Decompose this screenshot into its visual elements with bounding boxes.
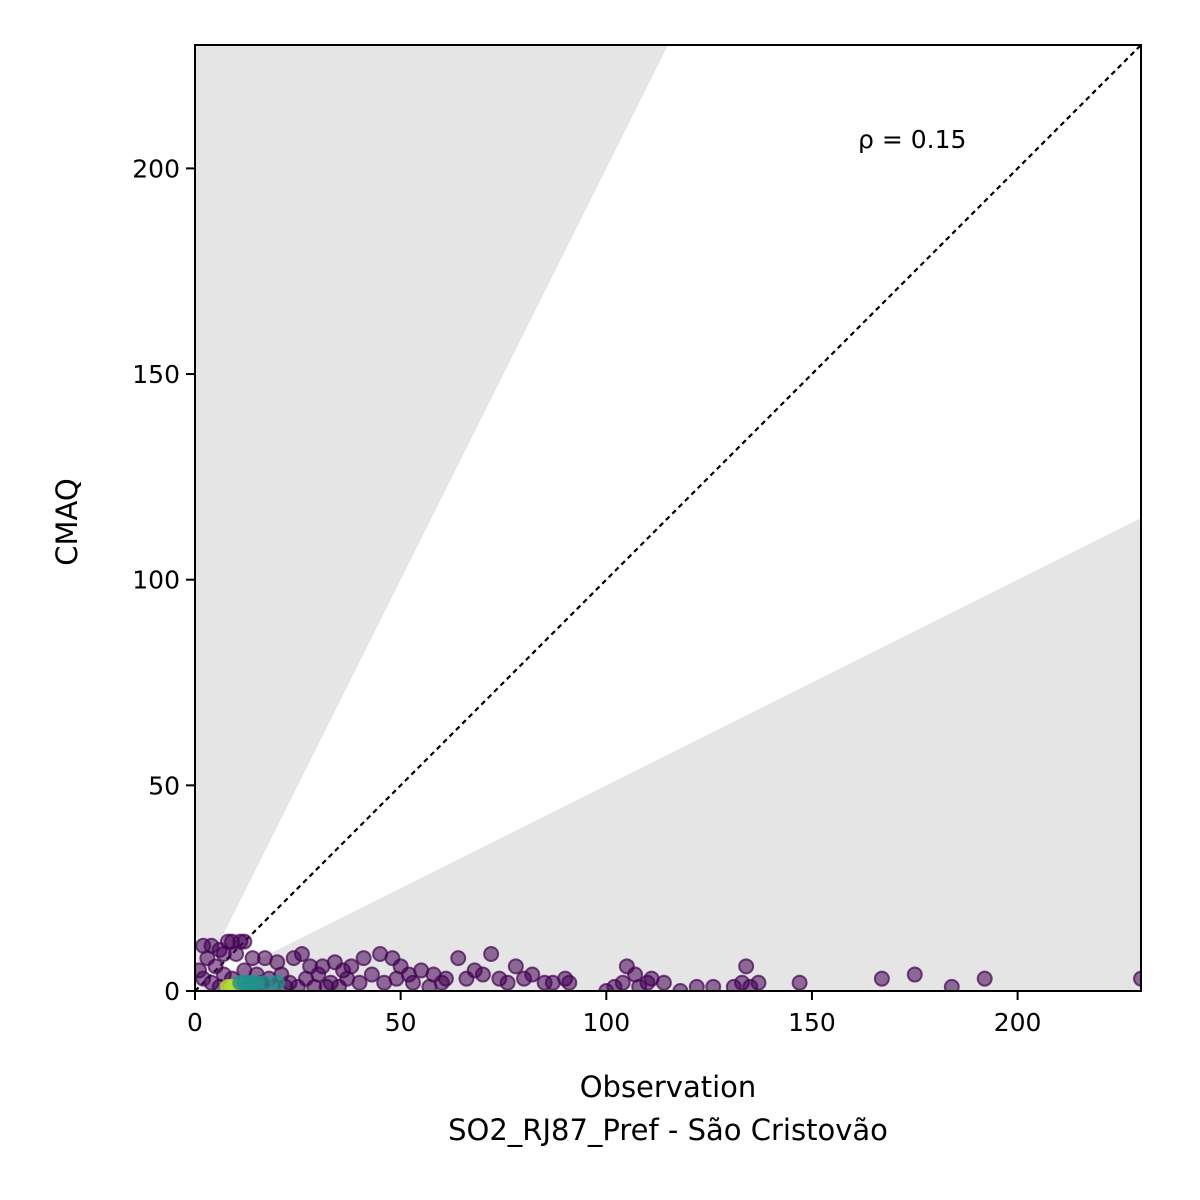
dense-data-point-9 <box>269 974 286 991</box>
y-axis-ticks: 0 50 100 150 200 <box>132 154 195 1006</box>
data-point-78 <box>363 966 380 983</box>
y-axis-label: CMAQ <box>50 478 84 565</box>
data-point-61 <box>943 978 960 991</box>
data-point-8 <box>228 945 245 962</box>
data-point-27 <box>450 950 467 967</box>
x-tick-label-1: 50 <box>385 1008 417 1037</box>
data-point-19 <box>355 950 372 967</box>
data-point-95 <box>330 978 347 991</box>
plot-frame <box>194 44 1142 992</box>
data-point-60 <box>906 966 923 983</box>
data-point-40 <box>561 974 578 991</box>
x-tick-label-4: 200 <box>994 1008 1042 1037</box>
x-axis-label: Observation <box>580 1070 757 1104</box>
y-tick-label-0: 0 <box>164 977 180 1006</box>
data-point-30 <box>474 966 491 983</box>
x-tick-label-2: 100 <box>582 1008 630 1037</box>
data-point-77 <box>351 974 368 991</box>
x-axis-sublabel: SO2_RJ87_Pref - São Cristovão <box>448 1113 888 1147</box>
data-point-31 <box>483 945 500 962</box>
data-point-59 <box>873 970 890 987</box>
data-point-63 <box>1133 970 1141 987</box>
x-tick-label-3: 150 <box>788 1008 836 1037</box>
x-tick-label-0: 0 <box>187 1008 203 1037</box>
one-to-one-reference-line <box>195 45 1141 991</box>
x-axis-ticks: 0 50 100 150 200 <box>187 991 1041 1037</box>
data-point-34 <box>507 958 524 975</box>
data-point-80 <box>388 970 405 987</box>
data-point-13 <box>293 945 310 962</box>
data-point-55 <box>738 958 755 975</box>
data-point-57 <box>750 974 767 991</box>
data-point-3 <box>236 933 253 950</box>
data-point-49 <box>655 974 672 991</box>
scatter-points <box>195 933 1141 991</box>
data-point-58 <box>791 974 808 991</box>
data-point-33 <box>499 974 516 991</box>
data-point-83 <box>433 974 450 991</box>
correlation-annotation: ρ = 0.15 <box>858 125 966 154</box>
y-tick-label-4: 200 <box>132 154 180 183</box>
plot-area <box>195 45 1141 991</box>
data-point-92 <box>289 978 306 991</box>
data-point-62 <box>976 970 993 987</box>
data-point-52 <box>705 978 722 991</box>
lower-shaded-band <box>195 518 1141 991</box>
y-tick-label-1: 50 <box>148 771 180 800</box>
data-point-51 <box>688 978 705 991</box>
data-point-81 <box>404 974 421 991</box>
data-point-50 <box>672 983 689 991</box>
upper-shaded-band <box>195 45 668 991</box>
data-point-36 <box>524 966 541 983</box>
y-tick-label-3: 150 <box>132 360 180 389</box>
y-tick-label-2: 100 <box>132 566 180 595</box>
data-point-43 <box>614 974 631 991</box>
